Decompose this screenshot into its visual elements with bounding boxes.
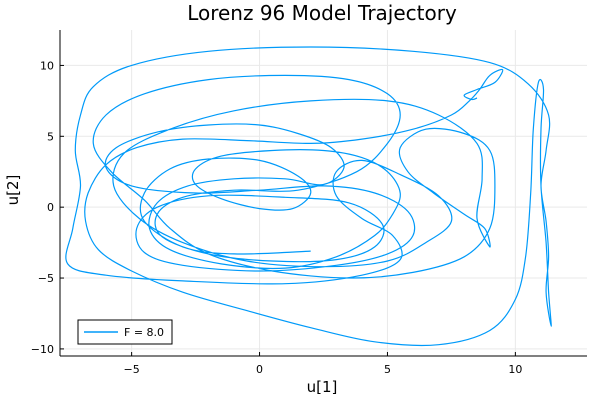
- x-axis-label: u[1]: [307, 378, 338, 396]
- y-tick-label: 10: [40, 59, 54, 72]
- series-layer: [65, 46, 552, 347]
- x-tick-label: −5: [124, 363, 140, 376]
- chart-title: Lorenz 96 Model Trajectory: [187, 1, 457, 25]
- y-tick-label: 0: [47, 201, 54, 214]
- y-axis-label: u[2]: [4, 175, 22, 206]
- x-tick-label: 10: [508, 363, 522, 376]
- y-tick-label: −5: [38, 272, 54, 285]
- y-tick-label: 5: [47, 130, 54, 143]
- x-tick-label: 5: [384, 363, 391, 376]
- grid-layer: [60, 30, 587, 356]
- legend: F = 8.0: [77, 319, 173, 345]
- series-line-0: [65, 46, 552, 347]
- legend-label: F = 8.0: [124, 326, 164, 339]
- y-tick-label: −10: [31, 343, 54, 356]
- x-tick-label: 0: [256, 363, 263, 376]
- ticks-layer: −5 0 5 10 −10 −5 0 5 10: [31, 59, 523, 376]
- axes-layer: [59, 30, 587, 357]
